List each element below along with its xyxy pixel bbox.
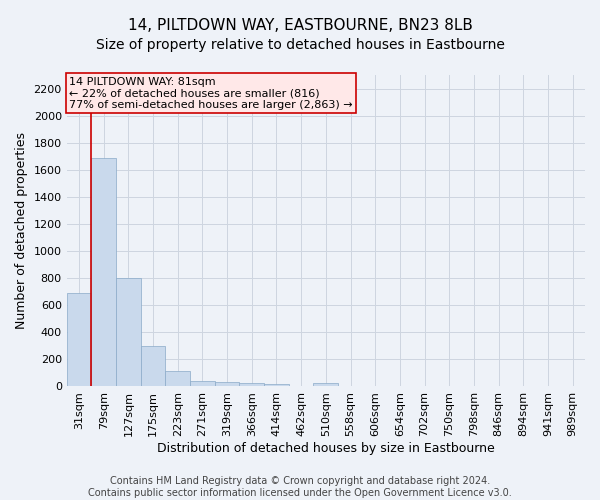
Bar bbox=[116, 278, 141, 386]
Bar bbox=[215, 382, 239, 386]
Text: 14 PILTDOWN WAY: 81sqm
← 22% of detached houses are smaller (816)
77% of semi-de: 14 PILTDOWN WAY: 81sqm ← 22% of detached… bbox=[69, 76, 353, 110]
X-axis label: Distribution of detached houses by size in Eastbourne: Distribution of detached houses by size … bbox=[157, 442, 495, 455]
Text: Size of property relative to detached houses in Eastbourne: Size of property relative to detached ho… bbox=[95, 38, 505, 52]
Bar bbox=[67, 293, 91, 386]
Bar bbox=[141, 346, 166, 387]
Text: 14, PILTDOWN WAY, EASTBOURNE, BN23 8LB: 14, PILTDOWN WAY, EASTBOURNE, BN23 8LB bbox=[128, 18, 472, 32]
Bar bbox=[166, 371, 190, 386]
Bar bbox=[239, 384, 264, 386]
Bar bbox=[313, 382, 338, 386]
Bar bbox=[91, 158, 116, 386]
Y-axis label: Number of detached properties: Number of detached properties bbox=[15, 132, 28, 329]
Bar bbox=[264, 384, 289, 386]
Bar bbox=[190, 381, 215, 386]
Text: Contains HM Land Registry data © Crown copyright and database right 2024.
Contai: Contains HM Land Registry data © Crown c… bbox=[88, 476, 512, 498]
